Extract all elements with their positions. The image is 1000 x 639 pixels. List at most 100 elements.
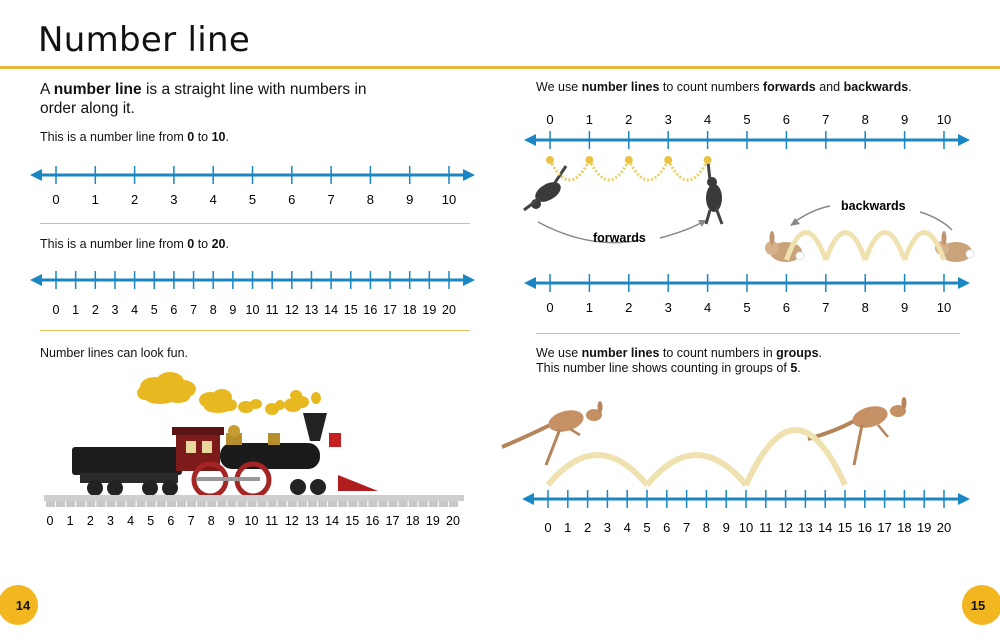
- line20-tick-label: 6: [170, 303, 177, 317]
- railroad-tie: [96, 501, 106, 507]
- groups-tick-label: 0: [544, 520, 551, 535]
- group-hop: [545, 452, 650, 487]
- hop-marker: [664, 156, 673, 164]
- track-number-labels: 0 1 2 3 4 5 6 7 8 9 10 11 12 13 14 15 16 17 18 19 20: [47, 514, 460, 528]
- railroad-tie: [126, 501, 136, 507]
- line20-tick-label: 5: [151, 303, 158, 317]
- forwards-label: forwards: [593, 231, 646, 245]
- track-tick-label: 13: [305, 514, 319, 528]
- kangaroo-left-icon: [501, 401, 603, 466]
- page-number-right: 15: [962, 585, 1000, 625]
- hop-marker: [546, 156, 554, 164]
- arrow-right-icon: [463, 169, 475, 181]
- backward-hop-path: [784, 230, 947, 261]
- bottom-tick-label: 6: [783, 300, 790, 315]
- forward-hop: [627, 159, 670, 182]
- groups-l2a: This number line shows counting in group…: [536, 361, 791, 375]
- railroad-tie: [46, 501, 55, 507]
- intro-a: A: [40, 81, 54, 98]
- track-tick-label: 5: [147, 514, 154, 528]
- line20-tick-label: 13: [304, 303, 318, 317]
- line10-tick-label: 1: [92, 192, 99, 207]
- groups-caption: We use number lines to count numbers in …: [536, 346, 822, 376]
- line20-caption-end: 20: [211, 237, 226, 251]
- top-tick-label: 6: [783, 112, 790, 127]
- hop-marker: [624, 156, 633, 164]
- railroad-tie: [156, 501, 166, 507]
- railroad-tie: [449, 501, 458, 507]
- groups-tick-label: 10: [739, 520, 753, 535]
- track-tick-label: 18: [406, 514, 420, 528]
- arrow-right-icon: [958, 277, 970, 289]
- line10-caption: This is a number line from 0 to 10.: [40, 130, 229, 145]
- top-tick-label: 3: [665, 112, 672, 127]
- count-caption-mid1: to count numbers: [659, 80, 763, 94]
- rail: [44, 495, 464, 501]
- track-tick-label: 6: [167, 514, 174, 528]
- railroad-tie: [267, 501, 277, 507]
- number-line-backwards: 0 1 2 3 4 5 6 7 8 9 10: [524, 274, 970, 315]
- smoke-icon: [137, 372, 321, 415]
- section-divider: [536, 333, 960, 334]
- railroad-tie: [318, 501, 328, 507]
- number-line-groups: 0 1 2 3 4 5 6 7 8 9 10 11 12 13 14 15 16 17 18 19 20: [522, 490, 970, 535]
- line10-tick-label: 4: [210, 192, 217, 207]
- title-underline: [0, 66, 1000, 69]
- bottom-tick-label: 10: [937, 300, 951, 315]
- groups-caption-line1: We use number lines to count numbers in …: [536, 346, 822, 361]
- page-title: Number line: [38, 20, 251, 60]
- track-tick-label: 2: [87, 514, 94, 528]
- forwards-arrow: [659, 219, 707, 239]
- count-caption-a: We use: [536, 80, 582, 94]
- railroad-tie: [348, 501, 358, 507]
- railroad-tie: [338, 501, 348, 507]
- top-tick-label: 2: [625, 112, 632, 127]
- group-hop-path: [545, 427, 848, 487]
- groups-tick-label: 12: [778, 520, 792, 535]
- groups-tick-label: 8: [703, 520, 710, 535]
- backward-hop: [784, 230, 829, 261]
- groups-l1a: We use: [536, 346, 582, 360]
- railroad-tie: [438, 501, 448, 507]
- top-tick-label: 10: [937, 112, 951, 127]
- line10-tick-label: 6: [288, 192, 295, 207]
- intro-text: A number line is a straight line with nu…: [40, 80, 400, 118]
- railroad-tie: [428, 501, 438, 507]
- backward-hop: [902, 230, 947, 261]
- arrow-right-icon: [463, 274, 475, 286]
- groups-tick-label: 14: [818, 520, 832, 535]
- railroad-tie: [378, 501, 388, 507]
- railroad-tie: [247, 501, 257, 507]
- track-tick-label: 16: [365, 514, 379, 528]
- railroad-tie: [197, 501, 207, 507]
- line20-tick-label: 17: [383, 303, 397, 317]
- line10-caption-start: 0: [187, 130, 195, 144]
- kangaroo-right-icon: [807, 397, 907, 466]
- intro-c: is a straight line with numbers in order…: [40, 81, 367, 117]
- railroad-tie: [307, 501, 317, 507]
- forwards-arrow-tail: [537, 221, 641, 244]
- railroad-tie: [76, 501, 86, 507]
- groups-tick-label: 15: [838, 520, 852, 535]
- railroad-tie: [146, 501, 156, 507]
- groups-tick-label: 18: [897, 520, 911, 535]
- monkey-left-icon: [523, 165, 568, 212]
- bottom-tick-label: 8: [862, 300, 869, 315]
- groups-tick-label: 9: [723, 520, 730, 535]
- line20-tick-label: 15: [344, 303, 358, 317]
- count-caption-term: number lines: [581, 80, 660, 94]
- groups-l1-term: number lines: [581, 346, 660, 360]
- bottom-tick-label: 4: [704, 300, 711, 315]
- railroad-tie: [66, 501, 76, 507]
- line20-tick-label: 14: [324, 303, 338, 317]
- track-tick-label: 7: [188, 514, 195, 528]
- line20-tick-label: 7: [190, 303, 197, 317]
- line20-caption: This is a number line from 0 to 20.: [40, 237, 229, 252]
- line10-tick-label: 10: [442, 192, 456, 207]
- forward-hop: [588, 159, 631, 182]
- groups-l2-five: 5: [790, 361, 798, 375]
- line10-tick-label: 8: [367, 192, 374, 207]
- top-tick-label: 8: [862, 112, 869, 127]
- arrow-left-icon: [30, 169, 42, 181]
- line20-tick-label: 9: [229, 303, 236, 317]
